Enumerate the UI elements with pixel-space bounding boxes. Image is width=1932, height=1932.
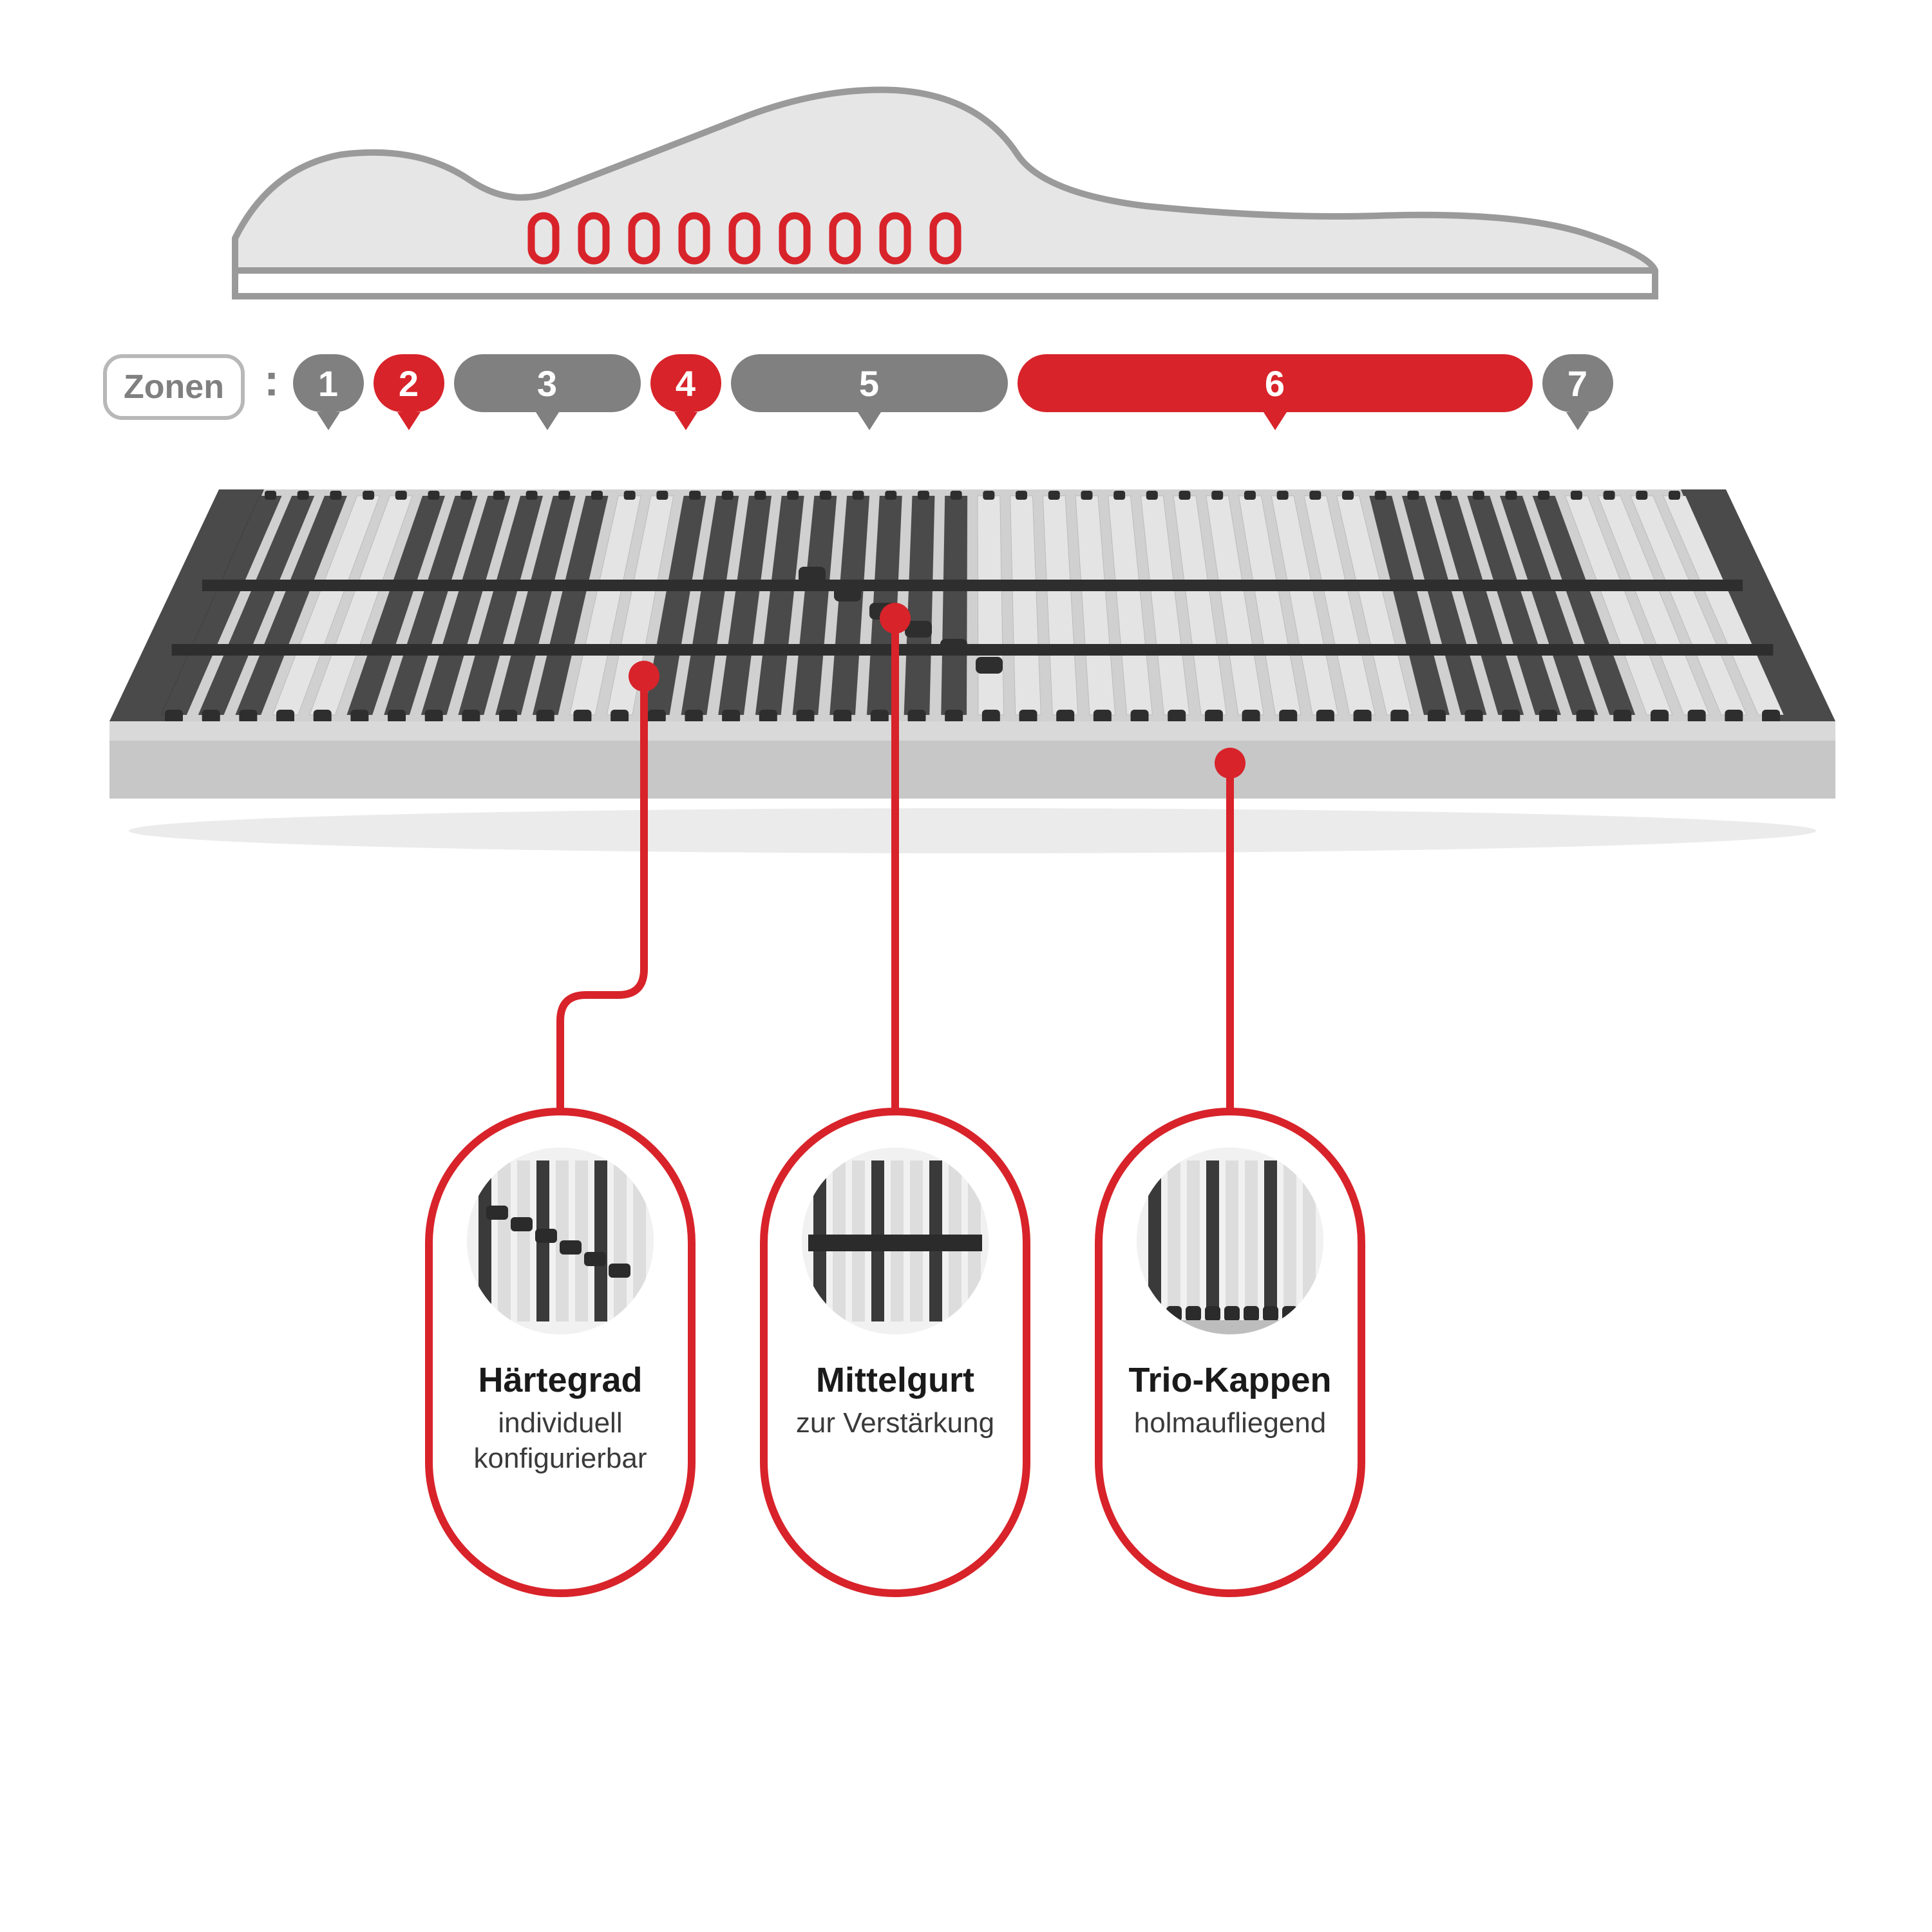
callout-thumb: [1137, 1148, 1323, 1334]
zone-pointer-icon: [1264, 412, 1287, 430]
callout-sub: zur Verstärkung: [777, 1405, 1014, 1441]
callout-thumb: [802, 1148, 989, 1334]
zone-pointer-icon: [536, 412, 559, 430]
callout-sub: holmaufliegend: [1115, 1405, 1345, 1441]
slat: [941, 496, 967, 715]
slat: [978, 496, 1004, 715]
zone-pointer-icon: [858, 412, 881, 430]
slatted-frame: [0, 451, 1932, 902]
callout-thumb: [467, 1148, 654, 1334]
zone-pointer-icon: [317, 412, 340, 430]
zones-row: Zonen : 1234567: [0, 348, 1932, 444]
zone-pointer-icon: [674, 412, 697, 430]
callout-mittelgurt: Mittelgurt zur Verstärkung: [760, 1108, 1030, 1597]
callout-haertegrad: Härtegrad individuell konfigurierbar: [425, 1108, 696, 1597]
callout-sub: individuell konfigurierbar: [433, 1405, 688, 1476]
callout-title: Härtegrad: [478, 1360, 642, 1400]
callout-title: Mittelgurt: [816, 1360, 974, 1400]
callout-trio-kappen: Trio-Kappen holmaufliegend: [1095, 1108, 1365, 1597]
callout-title: Trio-Kappen: [1128, 1360, 1331, 1400]
body-silhouette: [0, 0, 1932, 322]
zone-pointer-icon: [1566, 412, 1589, 430]
zone-pointer-icon: [397, 412, 421, 430]
